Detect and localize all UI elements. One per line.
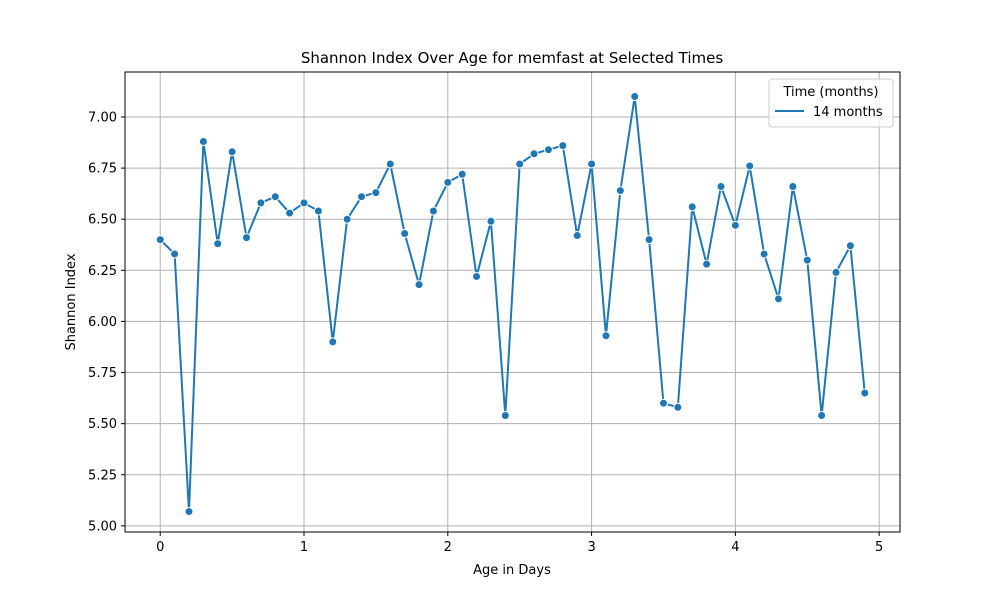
x-tick-label: 3 xyxy=(587,540,595,555)
data-point xyxy=(860,388,870,398)
x-tick-label: 2 xyxy=(444,540,452,555)
data-point xyxy=(845,241,855,251)
data-point xyxy=(270,192,280,202)
data-point xyxy=(802,255,812,265)
data-point xyxy=(242,233,251,243)
legend-title: Time (months) xyxy=(782,85,878,100)
data-point xyxy=(328,337,338,347)
data-point xyxy=(774,294,783,304)
y-tick-label: 5.50 xyxy=(88,417,117,432)
data-point xyxy=(658,398,668,408)
chart-title: Shannon Index Over Age for memfast at Se… xyxy=(301,49,723,67)
x-tick-label: 0 xyxy=(156,540,164,555)
y-axis-title: Shannon Index xyxy=(64,253,79,350)
data-point xyxy=(486,216,496,226)
data-point xyxy=(371,188,381,198)
axis-ticks: 0 1 2 3 4 5 5.00 5.25 5.50 5.75 6.00 6.25 6.50 6.75 7.… xyxy=(88,110,883,555)
data-point xyxy=(515,159,525,169)
data-point xyxy=(730,220,740,230)
data-point xyxy=(615,186,625,196)
data-point xyxy=(472,271,482,281)
data-point xyxy=(414,280,424,290)
data-point xyxy=(155,235,165,245)
data-point xyxy=(285,208,295,218)
data-point xyxy=(313,206,323,216)
legend-label-14-months: 14 months xyxy=(813,105,883,120)
data-point xyxy=(644,235,654,245)
data-point xyxy=(817,410,827,420)
y-tick-label: 6.00 xyxy=(88,315,117,330)
data-point xyxy=(457,169,467,179)
data-point xyxy=(601,331,611,341)
data-point xyxy=(630,92,640,102)
x-axis-title: Age in Days xyxy=(473,563,551,578)
legend-box xyxy=(768,78,894,128)
data-point xyxy=(400,229,410,239)
y-tick-label: 5.00 xyxy=(88,519,117,534)
data-point xyxy=(385,159,395,169)
data-point xyxy=(831,267,841,277)
data-point xyxy=(213,239,223,249)
grid xyxy=(125,72,900,532)
data-point xyxy=(673,402,683,412)
data-point xyxy=(587,159,597,169)
data-point xyxy=(572,231,582,241)
y-tick-label: 6.75 xyxy=(88,162,117,177)
x-tick-label: 5 xyxy=(875,540,883,555)
data-point xyxy=(702,259,712,269)
y-tick-label: 6.25 xyxy=(88,264,117,279)
data-point xyxy=(428,206,438,216)
data-point xyxy=(500,410,510,420)
y-tick-label: 6.50 xyxy=(88,213,117,228)
data-point xyxy=(543,145,553,155)
data-point xyxy=(558,141,568,151)
x-tick-label: 4 xyxy=(731,540,739,555)
plot-area-frame xyxy=(124,71,901,533)
data-point xyxy=(342,214,352,224)
x-tick-label: 1 xyxy=(300,540,308,555)
legend: Time (months) 14 months xyxy=(768,78,894,128)
data-point xyxy=(198,137,208,147)
data-point xyxy=(256,198,266,208)
data-point xyxy=(759,249,769,259)
data-point xyxy=(299,198,309,208)
data-point xyxy=(227,147,237,157)
data-point xyxy=(745,161,755,171)
y-tick-label: 5.25 xyxy=(88,468,117,483)
data-point xyxy=(687,202,697,212)
data-point xyxy=(184,507,194,517)
series-layer xyxy=(155,92,870,517)
y-tick-label: 5.75 xyxy=(88,366,117,381)
data-point xyxy=(529,149,539,159)
data-point xyxy=(357,192,367,202)
data-point xyxy=(443,177,453,187)
data-point xyxy=(170,249,180,259)
y-tick-label: 7.00 xyxy=(88,110,117,125)
data-point xyxy=(716,181,726,191)
data-point xyxy=(788,181,798,191)
